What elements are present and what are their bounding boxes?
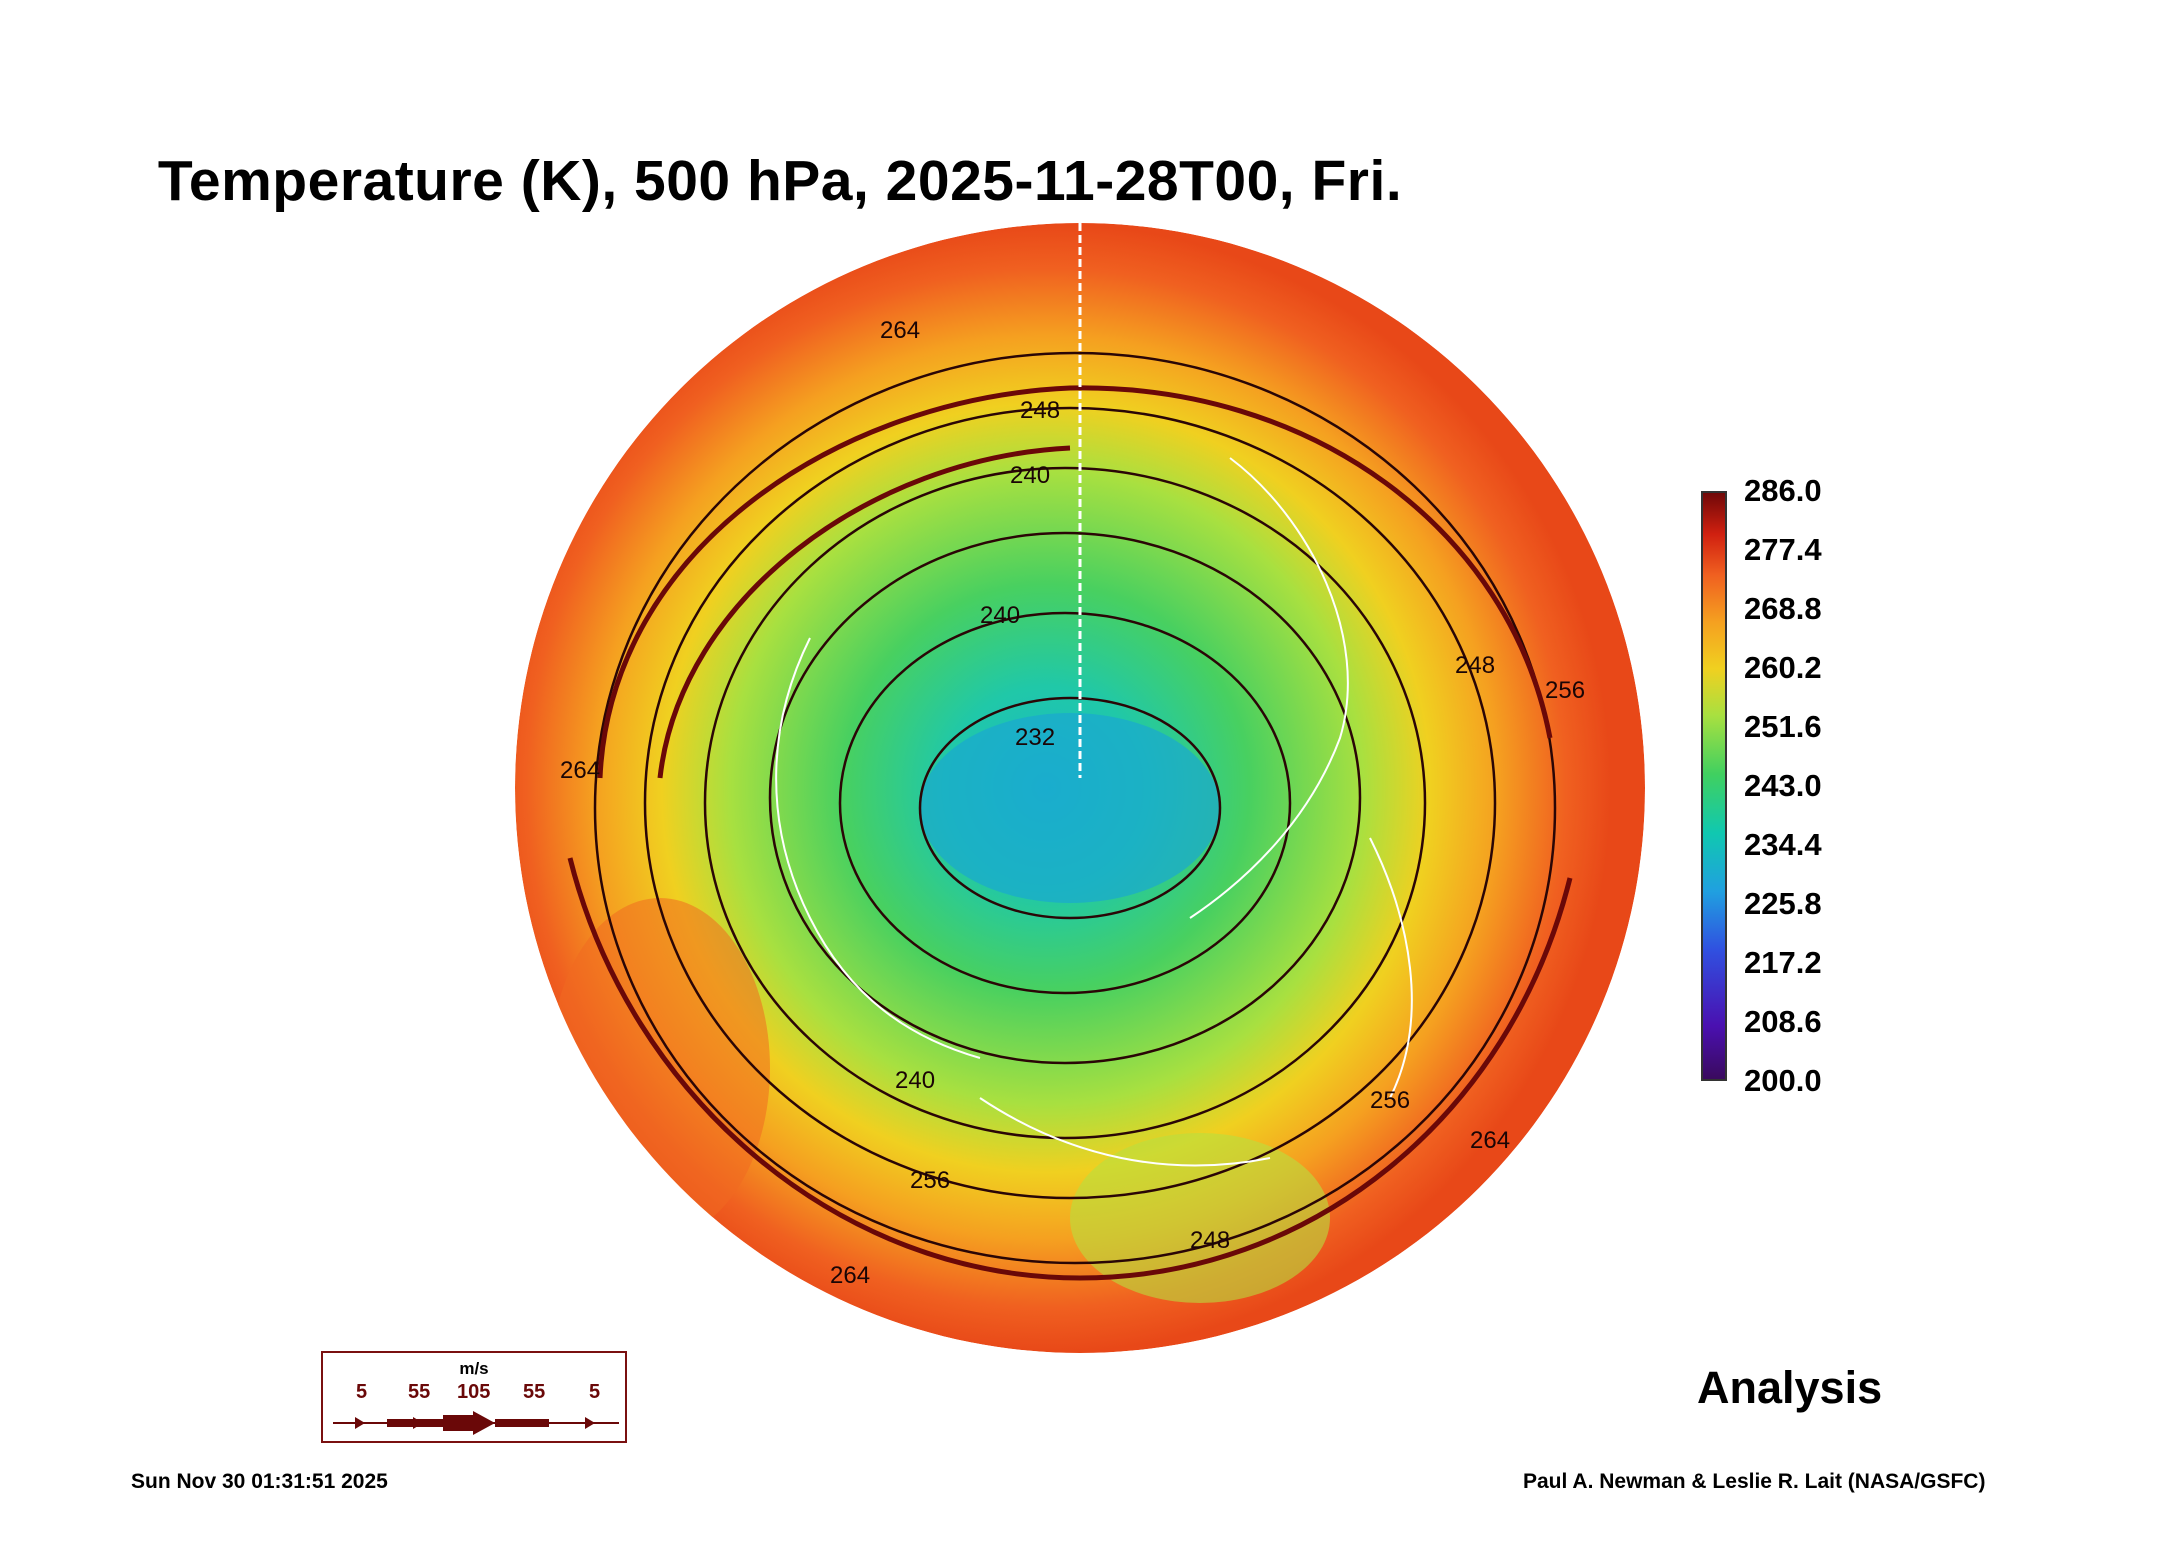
wind-legend-value: 105 xyxy=(457,1381,491,1403)
colorbar xyxy=(1701,491,1727,1081)
contour-label: 256 xyxy=(1545,677,1585,704)
colorbar-tick: 277.4 xyxy=(1744,532,1822,567)
contour-label: 264 xyxy=(830,1262,870,1289)
contour-label: 248 xyxy=(1020,397,1060,424)
coastlines xyxy=(775,457,1413,1167)
jet-stream-lines xyxy=(567,385,1573,1281)
analysis-label: Analysis xyxy=(1697,1362,1883,1413)
contour-label: 264 xyxy=(880,317,920,344)
cold-core xyxy=(920,713,1220,903)
wind-legend-value: 5 xyxy=(589,1381,601,1403)
contour-label: 256 xyxy=(1370,1087,1410,1114)
polar-temperature-map: 264 248 240 240 232 264 248 256 240 256 … xyxy=(515,223,1645,1353)
page-title: Temperature (K), 500 hPa, 2025-11-28T00,… xyxy=(157,149,1403,213)
credit-line: Paul A. Newman & Leslie R. Lait (NASA/GS… xyxy=(1523,1470,1986,1493)
contour-label: 248 xyxy=(1455,652,1495,679)
contour-label: 240 xyxy=(895,1067,935,1094)
wind-legend-value: 55 xyxy=(523,1381,546,1403)
colorbar-tick: 251.6 xyxy=(1744,709,1822,744)
colorbar-tick: 286.0 xyxy=(1744,473,1822,508)
wind-legend-unit: m/s xyxy=(459,1359,489,1378)
contour-lines xyxy=(593,351,1557,1265)
warm-pocket-left xyxy=(550,898,770,1238)
contour-label: 256 xyxy=(910,1167,950,1194)
colorbar-tick: 208.6 xyxy=(1744,1004,1822,1039)
wind-legend-value: 55 xyxy=(408,1381,431,1403)
contour-label: 232 xyxy=(1015,724,1055,751)
wind-arrow-icon xyxy=(333,1411,619,1435)
wind-speed-legend: m/s 5 55 105 55 5 xyxy=(321,1351,627,1443)
contour-label: 240 xyxy=(980,602,1020,629)
contour-label: 240 xyxy=(1010,462,1050,489)
colorbar-tick: 225.8 xyxy=(1744,886,1822,921)
contour-labels: 264 248 240 240 232 264 248 256 240 256 … xyxy=(560,317,1585,1289)
timestamp: Sun Nov 30 01:31:51 2025 xyxy=(131,1470,388,1493)
colorbar-tick: 268.8 xyxy=(1744,591,1822,626)
wind-legend-value: 5 xyxy=(356,1381,368,1403)
colorbar-tick: 200.0 xyxy=(1744,1063,1822,1098)
colorbar-tick: 260.2 xyxy=(1744,650,1822,685)
colorbar-tick: 234.4 xyxy=(1744,827,1822,862)
colorbar-tick: 243.0 xyxy=(1744,768,1822,803)
contour-label: 264 xyxy=(560,757,600,784)
contour-label: 264 xyxy=(1470,1127,1510,1154)
colorbar-tick: 217.2 xyxy=(1744,945,1822,980)
contour-label: 248 xyxy=(1190,1227,1230,1254)
